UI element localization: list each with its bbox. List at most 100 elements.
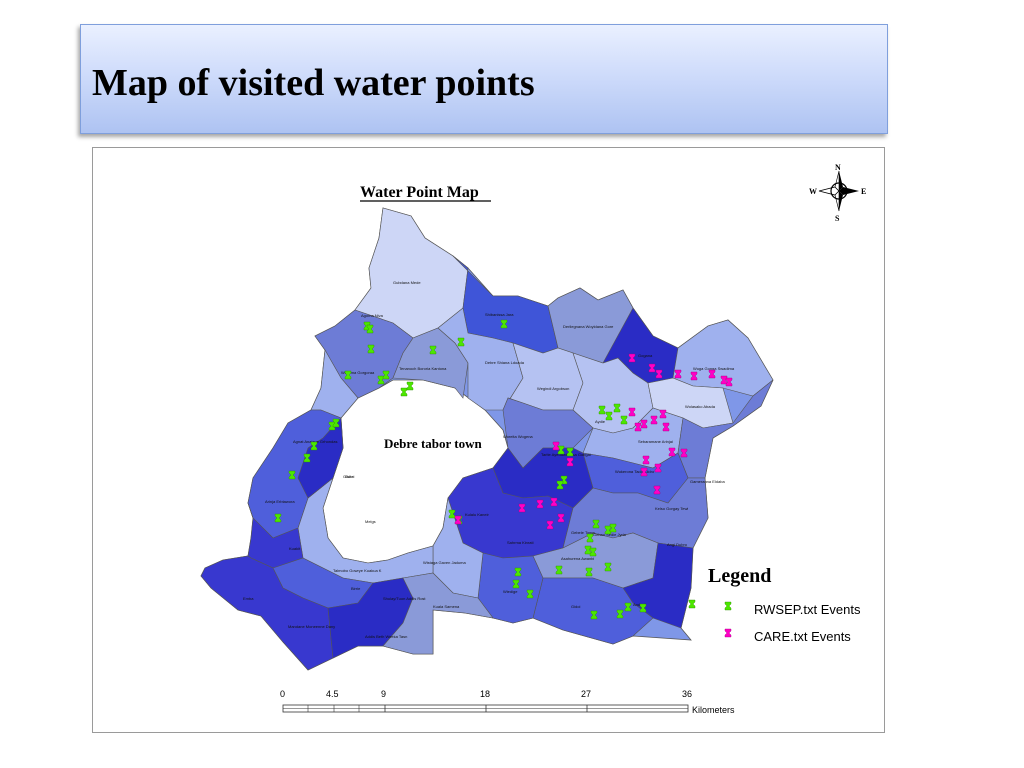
rwsep-event-marker bbox=[613, 403, 621, 413]
rwsep-event-marker bbox=[382, 370, 390, 380]
compass-north: N bbox=[835, 163, 841, 172]
kebele-label: Kelso Gorgay Tewi bbox=[655, 506, 688, 511]
rwsep-event-marker bbox=[616, 609, 624, 619]
kebele-label: Gogana bbox=[638, 353, 653, 358]
kebele-label: Wistaga Gaven Jaduma bbox=[423, 560, 466, 565]
rwsep-event-marker bbox=[604, 562, 612, 572]
care-event-marker bbox=[557, 513, 565, 523]
rwsep-event-marker bbox=[310, 441, 318, 451]
legend-care-label: CARE.txt Events bbox=[754, 629, 851, 644]
kebele-regions bbox=[200, 207, 774, 671]
care-event-marker bbox=[650, 415, 658, 425]
rwsep-event-marker bbox=[367, 344, 375, 354]
kebele-label: Birrie bbox=[351, 586, 361, 591]
scale-tick-label: 27 bbox=[581, 689, 591, 699]
rwsep-event-marker bbox=[556, 480, 564, 490]
scale-tick-label: 9 bbox=[381, 689, 386, 699]
kebele-label: Asahurena Awanbi bbox=[561, 556, 594, 561]
rwsep-event-marker bbox=[589, 547, 597, 557]
kebele-label: Wukerona Tado Kildro bbox=[615, 469, 655, 474]
water-point-map: Water Point Map N S E W bbox=[200, 163, 866, 715]
compass-west: W bbox=[809, 187, 817, 196]
town-label: Debre tabor town bbox=[384, 436, 483, 451]
care-event-marker bbox=[536, 499, 544, 509]
rwsep-event-marker bbox=[566, 447, 574, 457]
care-event-marker bbox=[648, 363, 656, 373]
compass-south: S bbox=[835, 214, 840, 223]
rwsep-event-marker bbox=[609, 523, 617, 533]
rwsep-event-marker bbox=[406, 381, 414, 391]
care-event-marker bbox=[518, 503, 526, 513]
kebele-label: Kuakit bbox=[289, 546, 301, 551]
scale-tick-label: 36 bbox=[682, 689, 692, 699]
kebele-label: Tarite Ayedawbonsa Gobgai bbox=[541, 452, 591, 457]
kebele-label: Sahrma Kinrati bbox=[507, 540, 534, 545]
map-legend: Legend RWSEP.txt Events CARE.txt Events bbox=[708, 565, 861, 644]
scale-tick-label: 4.5 bbox=[326, 689, 339, 699]
rwsep-event-marker bbox=[585, 567, 593, 577]
kebele-label: Kuala Samena bbox=[433, 604, 460, 609]
rwsep-event-markers bbox=[274, 319, 696, 620]
kebele-label: Gebele Tomo bbox=[571, 530, 595, 535]
map-title: Water Point Map bbox=[360, 184, 479, 201]
rwsep-event-marker bbox=[288, 470, 296, 480]
kebele-label: Shulay/Tuon Addis Rost bbox=[383, 596, 426, 601]
rwsep-event-marker bbox=[274, 513, 282, 523]
kebele-label: Woreita Wogena bbox=[503, 434, 533, 439]
kebele-label: Derilegnana Woyldana Gore bbox=[563, 324, 614, 329]
rwsep-event-marker bbox=[429, 345, 437, 355]
rwsep-event-marker bbox=[344, 370, 352, 380]
rwsep-event-marker bbox=[555, 565, 563, 575]
kebele-label: Emba bbox=[243, 596, 254, 601]
care-event-marker bbox=[640, 467, 648, 477]
care-event-markers bbox=[454, 353, 733, 530]
kebele-label: Andoel bbox=[633, 602, 646, 607]
rwsep-event-marker bbox=[604, 525, 612, 535]
kebele-label: Talmobo Gowrye Kuakua K bbox=[333, 568, 382, 573]
care-event-marker bbox=[668, 447, 676, 457]
kebele-label: Wolasako Abada bbox=[685, 404, 716, 409]
kebele-label: Melgs bbox=[365, 519, 376, 524]
care-event-marker bbox=[674, 369, 682, 379]
kebele-label: Kulalu Kaneir bbox=[465, 512, 489, 517]
rwsep-event-marker bbox=[500, 319, 508, 329]
kebele-label: Aydie bbox=[595, 419, 606, 424]
rwsep-event-marker bbox=[598, 405, 606, 415]
care-event-marker bbox=[654, 463, 662, 473]
care-event-marker bbox=[566, 457, 574, 467]
kebele-label: Sebaramane Arinjai bbox=[638, 439, 673, 444]
kebele-label: Gameranna Eldaba bbox=[690, 479, 725, 484]
legend-rwsep-label: RWSEP.txt Events bbox=[754, 602, 861, 617]
rwsep-event-marker bbox=[526, 589, 534, 599]
kebele-label: Welsima Gorgoraa bbox=[341, 370, 375, 375]
slide-title-bar: Map of visited water points bbox=[80, 24, 888, 134]
kebele-label: Wiedige bbox=[503, 589, 518, 594]
legend-title: Legend bbox=[708, 565, 771, 587]
rwsep-event-marker bbox=[592, 519, 600, 529]
kebele-label: Gubdana Mede bbox=[393, 280, 421, 285]
rwsep-event-marker bbox=[512, 579, 520, 589]
rwsep-event-marker bbox=[557, 445, 565, 455]
scale-unit: Kilometers bbox=[692, 705, 735, 715]
care-event-marker bbox=[552, 441, 560, 451]
care-event-marker bbox=[454, 515, 462, 525]
kebele-label: Wuga Gonga Swadima bbox=[693, 366, 735, 371]
care-event-marker bbox=[634, 422, 642, 432]
rwsep-event-marker bbox=[366, 324, 374, 334]
care-event-marker bbox=[690, 371, 698, 381]
care-event-marker bbox=[550, 497, 558, 507]
map-frame: Water Point Map N S E W bbox=[92, 147, 885, 733]
kebele-label: Gulo bbox=[345, 474, 354, 479]
care-event-marker bbox=[662, 422, 670, 432]
rwsep-event-marker bbox=[688, 599, 696, 609]
kebele-labels: Gubdana Mede Agoma Niva Shibanissa Jara … bbox=[243, 280, 735, 639]
care-event-marker bbox=[653, 485, 661, 495]
rwsep-event-marker bbox=[586, 533, 594, 543]
care-event-marker bbox=[640, 419, 648, 429]
care-event-marker bbox=[546, 520, 554, 530]
kebele-label: Arinja Erbtawora bbox=[265, 499, 295, 504]
scale-tick-label: 18 bbox=[480, 689, 490, 699]
kebele-label: Agoma Niva bbox=[361, 313, 384, 318]
kebele-label: Shibanissa Jara bbox=[485, 312, 514, 317]
kebele-label: Mandane Moneenne Dany bbox=[288, 624, 335, 629]
